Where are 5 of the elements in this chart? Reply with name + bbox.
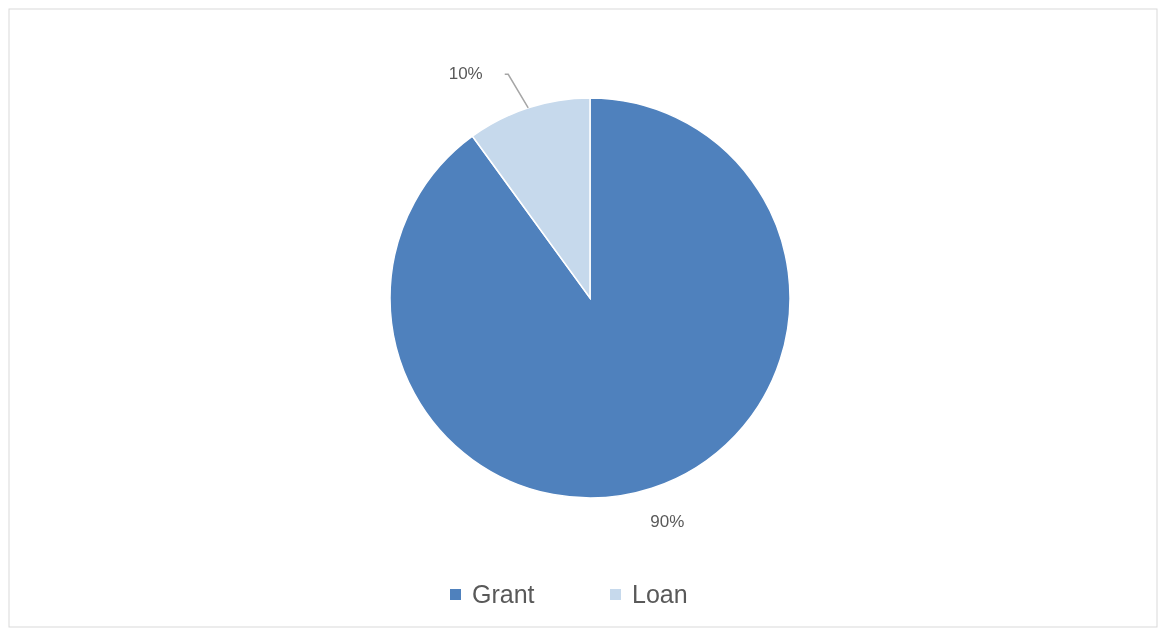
data-label: 10% [448,64,483,84]
pie-slice [389,97,791,499]
legend-label: Grant [472,580,535,608]
data-label: 90% [650,511,685,531]
legend-label: Loan [632,580,688,608]
